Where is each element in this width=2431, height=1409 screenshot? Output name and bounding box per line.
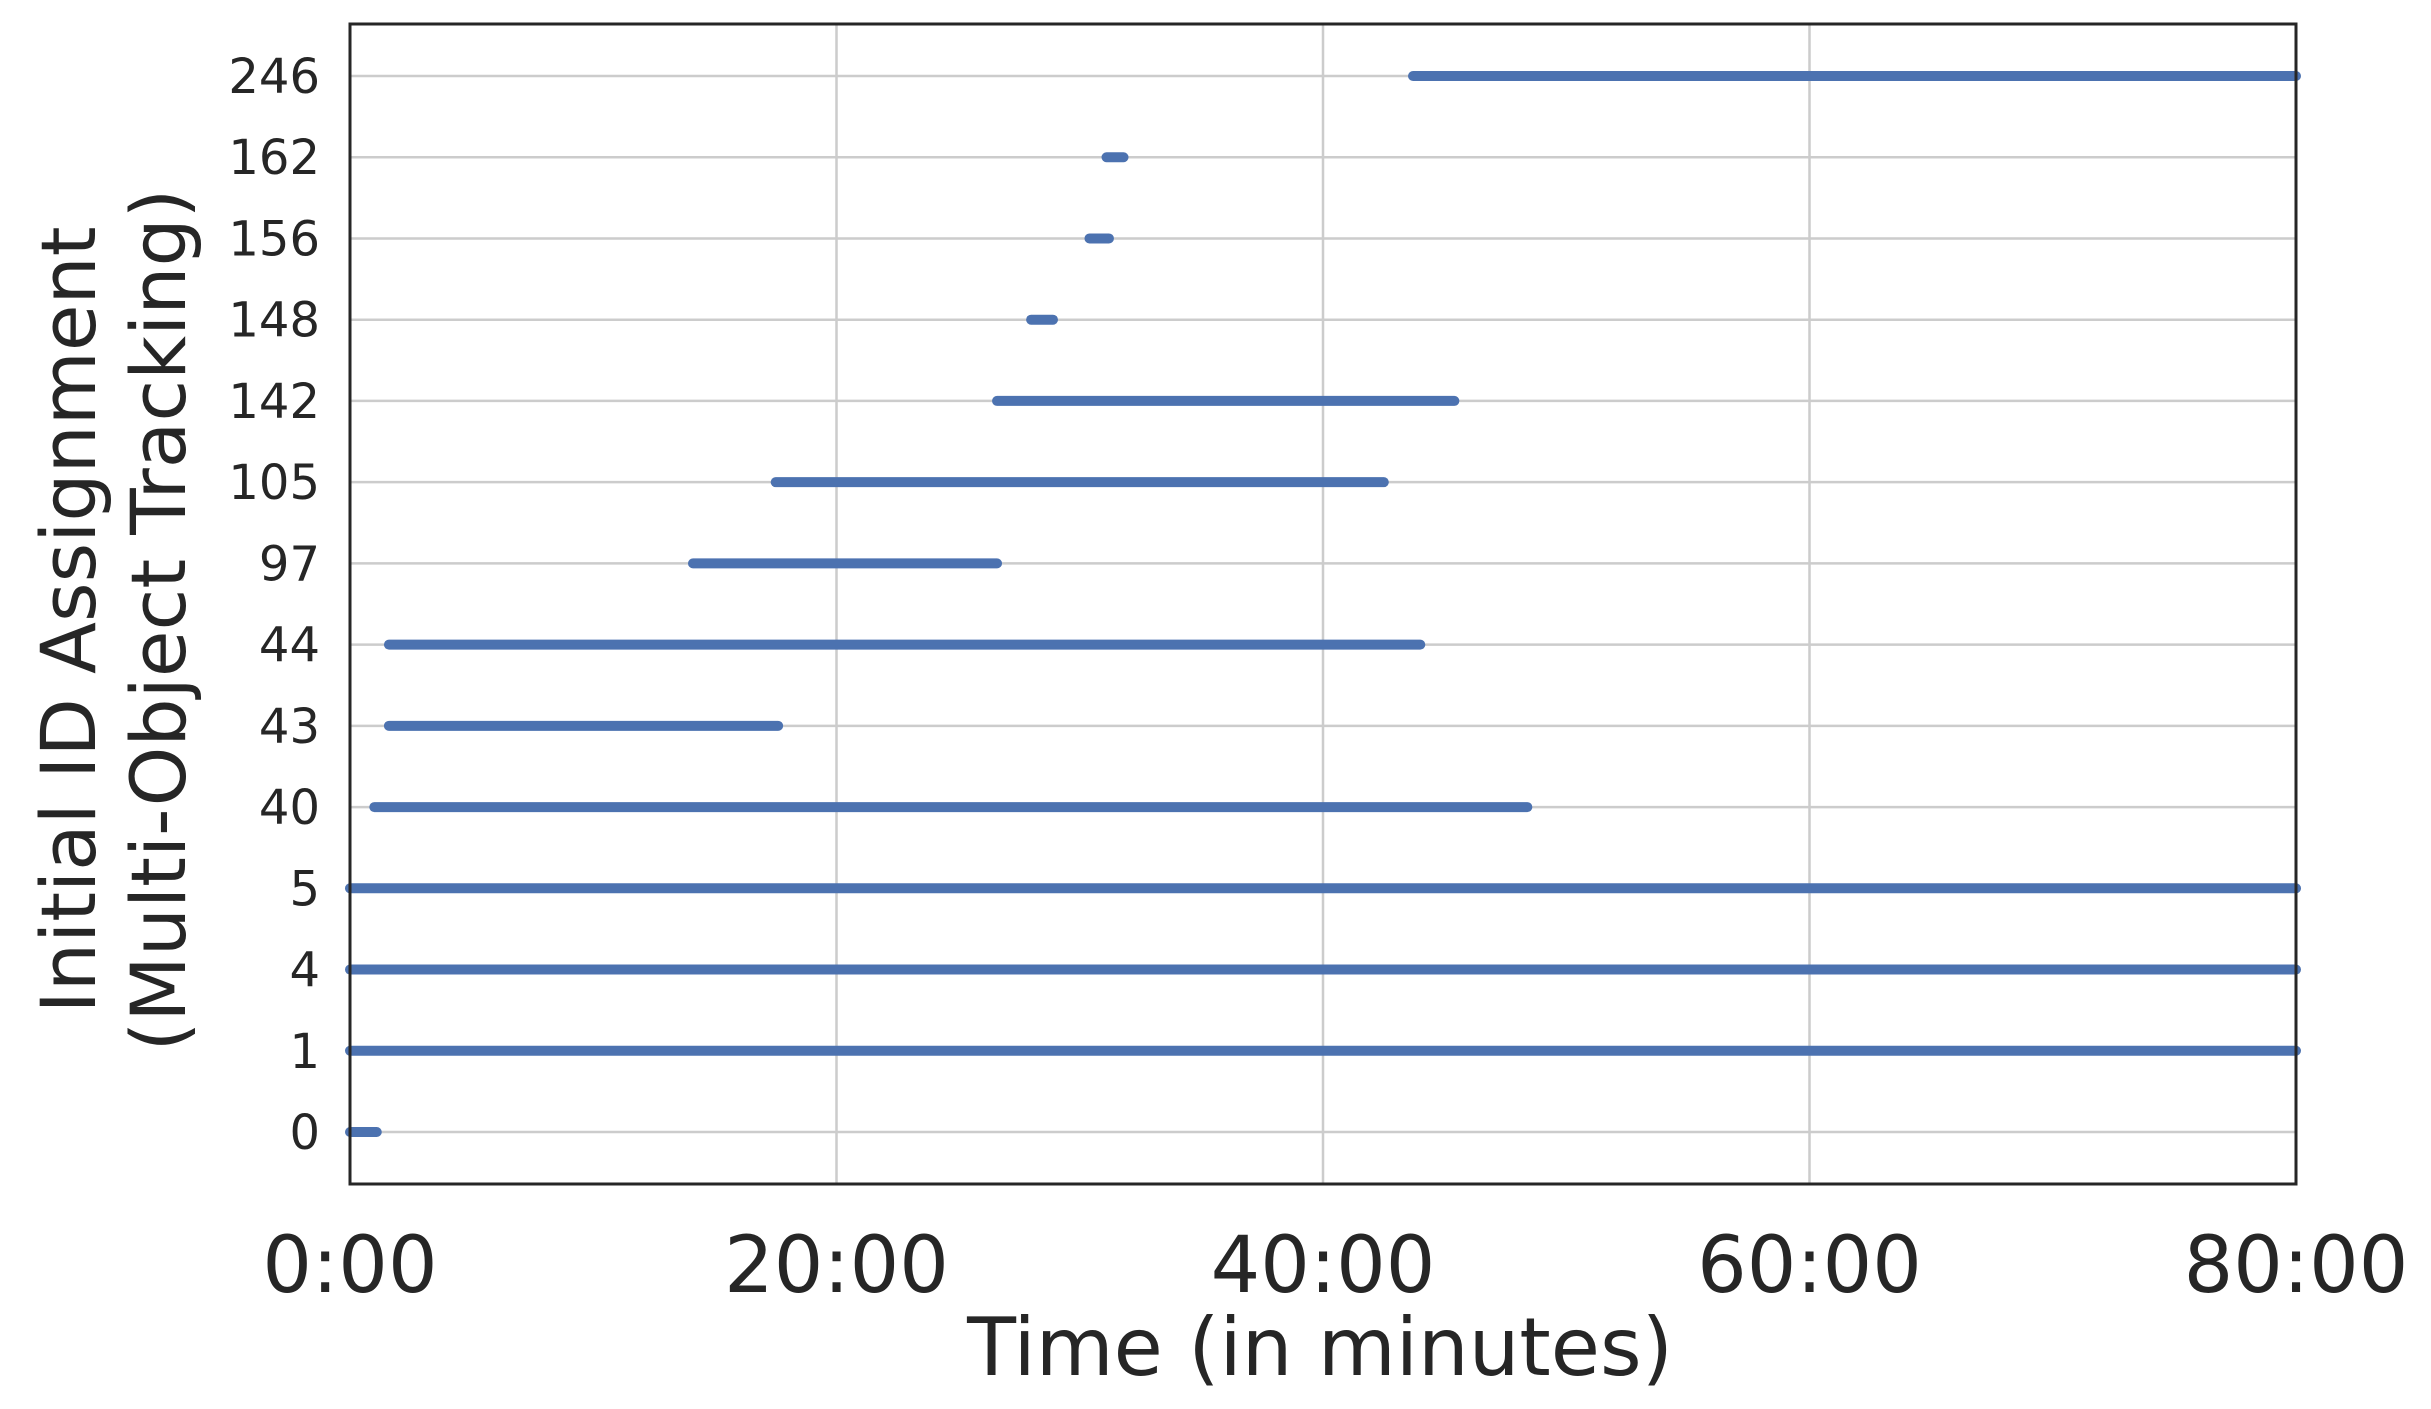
x-tick-label: 60:00 bbox=[1697, 1221, 1922, 1311]
segments bbox=[345, 71, 2301, 1137]
y-tick-label: 156 bbox=[228, 211, 320, 267]
y-tick-label: 4 bbox=[289, 943, 320, 999]
x-tick-labels: 0:00 20:00 40:00 60:00 80:00 bbox=[262, 1221, 2408, 1311]
y-tick-label: 142 bbox=[228, 374, 320, 430]
y-tick-label: 44 bbox=[259, 618, 320, 674]
y-tick-label: 105 bbox=[228, 455, 320, 511]
y-tick-label: 148 bbox=[228, 293, 320, 349]
y-tick-label: 40 bbox=[259, 780, 320, 836]
y-tick-label: 43 bbox=[259, 699, 320, 755]
y-axis-label: Initial ID Assignment (Multi-Object Trac… bbox=[24, 189, 203, 1052]
y-tick-label: 5 bbox=[289, 861, 320, 917]
x-tick-label: 40:00 bbox=[1211, 1221, 1436, 1311]
x-tick-label: 20:00 bbox=[724, 1221, 949, 1311]
plot-frame bbox=[348, 22, 2298, 1186]
y-axis-label-line-1: Initial ID Assignment bbox=[24, 226, 113, 1013]
y-tick-labels: 0 1 4 5 40 43 44 97 105 142 148 156 162 246 bbox=[228, 49, 320, 1161]
y-axis-label-line-2: (Multi-Object Tracking) bbox=[114, 189, 203, 1052]
x-axis-label: Time (in minutes) bbox=[966, 1301, 1673, 1394]
y-tick-label: 162 bbox=[228, 130, 320, 186]
y-tick-label: 0 bbox=[289, 1105, 320, 1161]
grid bbox=[348, 24, 2298, 1184]
y-tick-label: 1 bbox=[289, 1024, 320, 1080]
x-tick-label: 0:00 bbox=[262, 1221, 437, 1311]
y-tick-label: 246 bbox=[228, 49, 320, 105]
y-tick-label: 97 bbox=[259, 536, 320, 592]
x-tick-label: 80:00 bbox=[2184, 1221, 2409, 1311]
